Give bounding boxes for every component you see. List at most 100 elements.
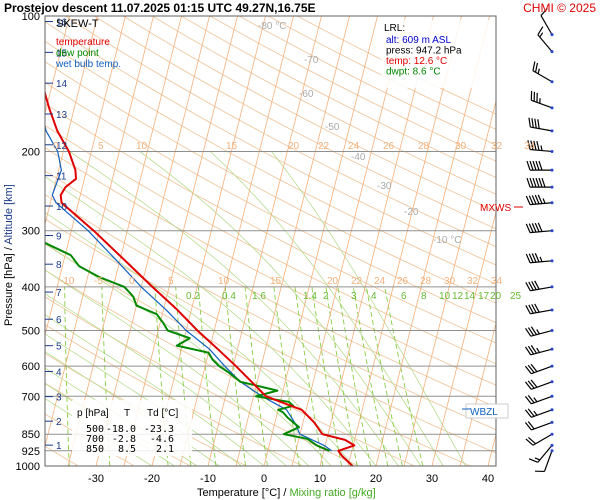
pressure-tick-label: 400 <box>22 282 40 294</box>
mixing-ratio-label: 12 <box>452 291 464 302</box>
isotherm-line <box>347 16 462 466</box>
pressure-tick-label: 850 <box>22 429 40 441</box>
mixing-ratio-label: 14 <box>464 291 476 302</box>
isotherm-label: 28 <box>418 141 430 152</box>
mixing-ratio-label: 25 <box>510 291 522 302</box>
wind-barb <box>534 449 554 473</box>
isotherm-line <box>67 16 182 466</box>
data-table-cell: 500 <box>86 424 104 435</box>
altitude-tick-label: 8 <box>56 260 62 271</box>
wbzl-box <box>465 403 509 419</box>
isotherm-line <box>403 99 496 466</box>
mixing-ratio-line <box>64 286 70 466</box>
wind-barb <box>525 253 554 264</box>
mixing-ratio-label: 2 <box>323 291 329 302</box>
wind-panel-bg <box>522 16 600 466</box>
isotherm-label: 22 <box>351 276 363 287</box>
dry-adiabat-label: -50 <box>325 122 340 133</box>
wind-barb <box>532 61 554 84</box>
dry-adiabat-label: -10 °C <box>433 235 461 246</box>
dry-adiabat-label: -70 <box>304 55 319 66</box>
temperature-tick-label: -10 <box>200 473 216 485</box>
data-table-cell: 2.1 <box>156 444 174 455</box>
mxws-label: MXWS <box>480 203 511 214</box>
wind-barb <box>526 160 554 172</box>
data-table-cell: -4.6 <box>150 434 174 445</box>
isotherm-label: 22 <box>318 141 330 152</box>
isotherm-label: 26 <box>383 141 395 152</box>
isotherm-line <box>235 16 350 466</box>
temperature-tick-label: 0 <box>261 473 267 485</box>
data-table-box <box>72 400 192 456</box>
isotherm-line <box>459 321 496 466</box>
x-axis-title: Temperature [°C] / Mixing ratio [g/kg] <box>197 487 376 499</box>
isotherm-label: 20 <box>327 276 339 287</box>
wet-bulb-line <box>45 123 333 452</box>
dewpoint-line <box>45 241 330 452</box>
data-table-cell: -18.0 <box>106 424 136 435</box>
altitude-tick-label: 7 <box>56 288 62 299</box>
isotherm-line <box>179 16 294 466</box>
isotherm-label: 15 <box>270 276 282 287</box>
isotherm-line <box>151 16 266 466</box>
wind-barb <box>528 443 554 463</box>
altitude-tick-label: 3 <box>56 393 62 404</box>
dry-adiabat-line <box>94 16 496 230</box>
mixing-ratio-label: 17 <box>478 291 490 302</box>
mixing-ratio-label: 10 <box>439 291 451 302</box>
mixing-ratio-label: 8 <box>421 291 427 302</box>
pressure-tick-label: 700 <box>22 391 40 403</box>
isotherm-label: 26 <box>397 276 409 287</box>
mixing-ratio-label: 1.4 <box>303 291 317 302</box>
dry-adiabat-line <box>122 16 496 212</box>
pressure-tick-label: 300 <box>22 226 40 238</box>
lrl-row: alt: 609 m ASL <box>386 35 451 46</box>
wind-barb <box>525 345 554 356</box>
grid-layer <box>45 16 496 466</box>
data-table-header: T <box>124 408 130 419</box>
wind-barb <box>525 303 554 315</box>
data-table-cell: -2.8 <box>112 434 136 445</box>
wind-barb <box>525 326 554 337</box>
isotherm-label: 5 <box>168 276 174 287</box>
profile-layer <box>45 89 356 466</box>
legend-entry: temperature <box>56 37 110 48</box>
altitude-tick-label: 12 <box>56 141 68 152</box>
altitude-tick-label: 15 <box>56 48 68 59</box>
lrl-title: LRL: <box>384 23 405 34</box>
isotherm-line <box>45 16 70 115</box>
temperature-tick-label: 20 <box>370 473 382 485</box>
altitude-tick-label: 11 <box>56 172 67 183</box>
isotherm-line <box>431 210 496 466</box>
y-axis-title: Pressure [hPa] / Altitude [km] <box>3 184 15 326</box>
data-table-cell: -23.3 <box>144 424 174 435</box>
isotherm-line <box>375 16 490 466</box>
mixing-ratio-label: 1.6 <box>252 291 266 302</box>
lrl-box <box>381 20 493 88</box>
isotherm-label: 10 <box>218 276 230 287</box>
wind-barb <box>524 420 554 431</box>
mixing-ratio-label: 6 <box>401 291 407 302</box>
legend-entry: wet bulb temp. <box>55 59 121 70</box>
altitude-tick-label: 10 <box>56 202 68 213</box>
wind-barb <box>530 90 554 110</box>
wind-barb <box>524 394 554 405</box>
lrl-row: dwpt: 8.6 °C <box>386 67 441 78</box>
isotherm-label: 0 <box>129 276 135 287</box>
data-table-cell: 850 <box>86 444 104 455</box>
mixing-ratio-label: 0.4 <box>222 291 236 302</box>
isotherm-label: 0 <box>53 141 59 152</box>
lrl-row: press: 947.2 hPa <box>386 46 462 57</box>
dry-adiabat-label: -40 <box>351 152 366 163</box>
altitude-tick-label: 4 <box>56 367 62 378</box>
isotherm-line <box>45 16 154 448</box>
moist-adiabat-line <box>209 151 444 466</box>
pressure-tick-label: 100 <box>22 11 40 23</box>
wind-barb-panel <box>522 8 600 473</box>
lrl-row: temp: 12.6 °C <box>386 56 447 67</box>
isotherm-line <box>45 16 126 337</box>
dry-adiabat-line <box>45 170 496 408</box>
temperature-tick-label: 40 <box>482 473 494 485</box>
isotherm-label: 32 <box>467 276 479 287</box>
pressure-tick-label: 600 <box>22 361 40 373</box>
